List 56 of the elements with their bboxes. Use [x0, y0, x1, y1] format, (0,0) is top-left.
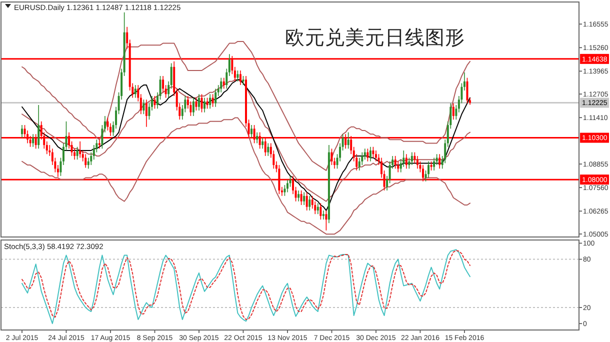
candlestick	[79, 141, 82, 158]
candlestick	[369, 146, 372, 162]
candlestick	[239, 70, 242, 86]
candlestick	[154, 96, 156, 110]
candlestick	[452, 102, 454, 120]
candlestick	[433, 157, 436, 171]
candlestick	[303, 192, 306, 206]
candlestick	[347, 132, 350, 150]
candlestick	[374, 150, 377, 162]
candlestick	[430, 160, 432, 171]
candlestick	[220, 77, 222, 93]
candlestick	[206, 97, 208, 110]
candlestick	[325, 210, 328, 231]
candlestick	[308, 196, 311, 211]
candlestick	[298, 190, 300, 202]
candlestick	[250, 124, 253, 138]
candlestick	[330, 148, 333, 166]
candlestick	[134, 84, 136, 98]
text: 欧元兑美元日线图形	[285, 26, 465, 49]
candlestick	[316, 202, 319, 214]
candlestick	[256, 132, 258, 144]
candlestick	[322, 210, 324, 220]
candlestick	[145, 99, 148, 128]
candlestick	[198, 94, 200, 111]
candlestick	[195, 97, 198, 111]
candlestick	[209, 94, 212, 110]
candlestick	[242, 76, 244, 86]
candlestick	[394, 156, 396, 170]
candlestick	[286, 179, 288, 193]
candlestick	[372, 146, 374, 158]
candlestick	[76, 146, 78, 160]
candlestick	[38, 104, 40, 150]
candlestick	[212, 94, 214, 108]
candlestick	[267, 142, 270, 156]
candlestick	[466, 77, 468, 104]
candlestick	[300, 190, 302, 206]
candlestick	[214, 88, 217, 108]
candlestick	[428, 160, 430, 178]
line-series	[22, 117, 470, 235]
candlestick	[405, 154, 408, 170]
candlestick	[84, 154, 87, 168]
candlestick	[142, 99, 145, 115]
candlestick	[204, 97, 206, 113]
candlestick	[236, 70, 239, 82]
candlestick	[200, 94, 203, 113]
candlestick	[222, 77, 225, 90]
candlestick	[306, 192, 308, 211]
candlestick	[192, 97, 194, 116]
candlestick	[262, 137, 264, 150]
candlestick	[32, 134, 34, 148]
candlestick	[416, 156, 418, 170]
candlestick	[410, 152, 413, 166]
candlestick	[320, 202, 322, 220]
candlestick	[21, 124, 23, 138]
candlestick	[438, 154, 441, 170]
candlestick	[366, 148, 369, 162]
